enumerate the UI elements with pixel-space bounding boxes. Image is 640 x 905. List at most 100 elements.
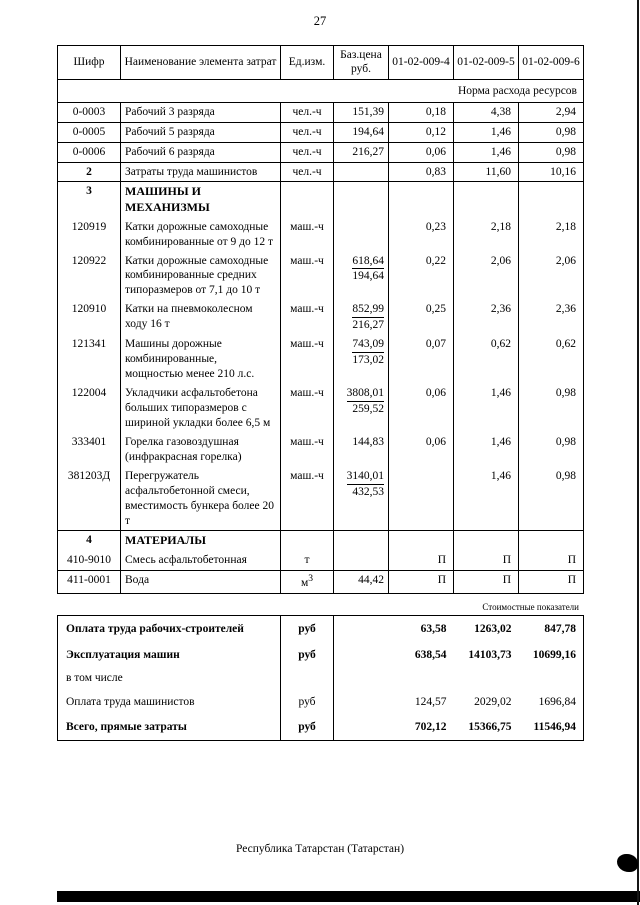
col-header-code: Шифр [57, 45, 121, 80]
scan-artifact-right-edge [637, 0, 639, 905]
cell-value-2: 2,06 [453, 251, 519, 301]
cell-price [333, 530, 389, 552]
cost-unit: руб [280, 688, 334, 715]
cost-label: Всего, прямые затраты [57, 714, 281, 741]
cell-value-1: 0,18 [388, 102, 454, 123]
cost-value-1: 124,57 [414, 695, 447, 708]
price-denominator: 216,27 [352, 319, 384, 332]
cost-value-2 [454, 668, 519, 689]
cost-value-1: 702,12 [414, 721, 447, 734]
cost-row: Всего, прямые затраты руб 702,12 15366,7… [57, 714, 584, 741]
cost-value-1: 63,58 [420, 622, 447, 635]
scan-artifact-blob [617, 854, 638, 872]
cost-indicators-table: Оплата труда рабочих-строителей руб 63,5… [57, 614, 584, 742]
cell-code: 410-9010 [57, 551, 121, 571]
cell-value-1: 0,25 [388, 300, 454, 336]
cost-value-3: 847,78 [544, 622, 576, 635]
cell-value-1 [388, 530, 454, 552]
section-header-row: 4 МАТЕРИАЛЫ [57, 530, 584, 552]
cell-value-2: 0,62 [453, 335, 519, 384]
table-row: 120922 Катки дорожные самоходные комбини… [57, 251, 584, 301]
cell-name: Катки дорожные самоходные комбинированны… [120, 251, 281, 301]
document-page: 27 Шифр Наименование элемента затрат Ед.… [57, 0, 640, 905]
cell-code: 3 [57, 181, 121, 218]
cost-value-3 [519, 668, 584, 689]
cell-code: 120910 [57, 300, 121, 336]
cell-value-3: 2,18 [518, 217, 584, 252]
cost-label: Оплата труда рабочих-строителей [57, 615, 281, 642]
cell-value-2: 1,46 [453, 432, 519, 467]
cost-value-2: 15366,75 [468, 721, 512, 734]
cell-price [333, 162, 389, 183]
cell-code: 120919 [57, 217, 121, 252]
cell-value-1: 0,83 [388, 162, 454, 183]
cost-value-1: 638,54 [414, 648, 447, 661]
cell-code: 4 [57, 530, 121, 552]
cell-price-fraction: 618,64 194,64 [333, 251, 389, 301]
cell-unit: маш.-ч [280, 300, 334, 336]
section-note-row: Норма расхода ресурсов [57, 79, 584, 103]
cell-value-2: П [453, 570, 519, 594]
cell-price: 194,64 [333, 122, 389, 143]
col-header-estimate-2: 01-02-009-5 [453, 45, 519, 80]
cell-value-1: П [388, 570, 454, 594]
cell-unit [280, 181, 334, 218]
cost-value-2: 14103,73 [468, 648, 512, 661]
note-cost-indicators: Стоимостные показатели [482, 601, 579, 612]
cell-value-2 [453, 530, 519, 552]
table-row: 381203Д Перегружатель асфальтобетонной с… [57, 466, 584, 532]
cost-value-3: 11546,94 [533, 721, 577, 734]
cost-unit [280, 667, 334, 689]
cost-value-3: 1696,84 [538, 695, 576, 708]
cell-value-3: 0,62 [518, 335, 584, 384]
cell-name: Катки на пневмоколесном ходу 16 т [120, 300, 281, 336]
cell-unit [280, 530, 334, 552]
cost-label: в том числе [57, 667, 281, 689]
cell-name: Рабочий 6 разряда [120, 142, 281, 163]
cell-name: Смесь асфальтобетонная [120, 551, 281, 571]
cell-unit: маш.-ч [280, 335, 334, 384]
table-row: 120919 Катки дорожные самоходные комбини… [57, 217, 584, 252]
cell-value-1: 0,06 [388, 384, 454, 433]
cost-unit: руб [280, 615, 334, 642]
cell-code: 0-0005 [57, 122, 121, 143]
cost-unit: руб [280, 714, 334, 741]
table-row: 121341 Машины дорожные комбинированные, … [57, 335, 584, 384]
cell-price: 216,27 [333, 142, 389, 163]
cost-row: в том числе [57, 667, 584, 689]
cell-value-3: 2,06 [518, 251, 584, 301]
cost-label: Эксплуатация машин [57, 641, 281, 668]
price-denominator: 173,02 [352, 354, 384, 367]
table-row: 411-0001 Вода м3 44,42 П П П [57, 570, 584, 594]
region-footnote: Республика Татарстан (Татарстан) [235, 843, 405, 855]
cell-name: Рабочий 5 разряда [120, 122, 281, 143]
cell-value-1: 0,12 [388, 122, 454, 143]
cell-price: 151,39 [333, 102, 389, 123]
cell-unit: чел.-ч [280, 142, 334, 163]
cost-unit: руб [280, 641, 334, 668]
cell-name: Машины дорожные комбинированные, мощност… [120, 335, 281, 384]
cell-unit: маш.-ч [280, 384, 334, 433]
cell-price [333, 551, 389, 571]
cell-value-3: 0,98 [518, 384, 584, 433]
cell-value-3 [518, 181, 584, 218]
cell-value-2: 1,46 [453, 142, 519, 163]
cell-code: 0-0003 [57, 102, 121, 123]
cell-value-3 [518, 530, 584, 552]
table-row: 0-0006 Рабочий 6 разряда чел.-ч 216,27 0… [57, 142, 584, 163]
cell-value-3: 0,98 [518, 122, 584, 143]
cost-price-spacer [334, 668, 389, 689]
cell-code: 411-0001 [57, 570, 121, 594]
table-row: 333401 Горелка газовоздушная (инфракрасн… [57, 432, 584, 467]
cell-name: Укладчики асфальтобетона больших типораз… [120, 384, 281, 433]
cell-value-2: 1,46 [453, 384, 519, 433]
cell-value-2: 2,18 [453, 217, 519, 252]
table-row: 120910 Катки на пневмоколесном ходу 16 т… [57, 300, 584, 336]
cell-unit: чел.-ч [280, 102, 334, 123]
cell-code: 0-0006 [57, 142, 121, 163]
cell-unit: маш.-ч [280, 432, 334, 467]
price-numerator: 3808,01 [346, 386, 384, 402]
table-row: 0-0005 Рабочий 5 разряда чел.-ч 194,64 0… [57, 122, 584, 143]
price-numerator: 618,64 [352, 254, 384, 270]
cell-unit: чел.-ч [280, 162, 334, 183]
